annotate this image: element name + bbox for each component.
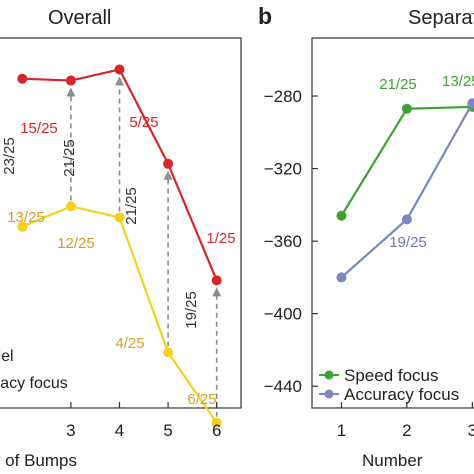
panel-b-title: Separate: [408, 7, 474, 29]
x-tick-label: 2: [402, 421, 411, 440]
data-point: [114, 64, 125, 75]
data-point: [17, 73, 28, 84]
annotation-green-2: 21/25: [379, 76, 417, 93]
panel-b-x-ticks: 1 2 3: [337, 402, 474, 440]
panel-a-x-label: Number of Bumps: [0, 451, 77, 470]
annotation-red-6: 1/25: [206, 230, 235, 247]
data-point: [211, 275, 222, 286]
annotation-yellow-6: 6/25: [187, 391, 216, 408]
legend-a-model: Model: [0, 348, 14, 365]
data-point: [336, 210, 347, 221]
panel-b-x-label: Number: [362, 451, 423, 470]
legend-b-speed-label: Speed focus: [344, 366, 439, 385]
x-tick-label: 5: [163, 421, 172, 440]
x-tick-label: 4: [115, 421, 124, 440]
x-tick-label: 3: [66, 421, 75, 440]
x-tick-label: 3: [468, 421, 474, 440]
legend-b-accuracy-label: Accuracy focus: [344, 385, 459, 404]
annotation-yellow-3: 13/25: [7, 209, 45, 226]
annotation-yellow-5: 4/25: [115, 335, 144, 352]
y-tick-label: −320: [264, 160, 302, 179]
panel-b-lines: [336, 98, 474, 283]
improvement-arrow-head: [212, 287, 222, 297]
legend-b-accuracy-marker: [324, 389, 334, 399]
data-point: [336, 272, 347, 283]
improvement-arrow-head: [163, 170, 173, 180]
y-tick-label: −360: [264, 232, 302, 251]
data-point: [65, 201, 76, 212]
data-point: [401, 214, 412, 225]
panel-b-frame: [311, 37, 474, 409]
panel-a-title: Overall: [48, 7, 111, 29]
improvement-arrow-head: [66, 87, 76, 97]
data-point: [65, 75, 76, 86]
data-point: [211, 417, 222, 428]
series-line-speed: [340, 105, 473, 217]
x-tick-label: 1: [337, 421, 346, 440]
arrow-label-4: 21/25: [61, 139, 78, 177]
panel-a-arrows: [66, 76, 222, 417]
data-point: [163, 347, 174, 358]
data-point: [163, 158, 174, 169]
annotation-red-4: 15/25: [20, 120, 58, 137]
panel-a: Overall 3 4 5 6 15/25 5/25 1/25 13/25 12/25…: [0, 7, 242, 470]
annotation-yellow-4: 12/25: [57, 235, 95, 252]
panel-b: b Separate −280 −320 −360 −400 −440 1 2 3 21/2…: [258, 3, 474, 470]
arrow-label-5: 21/25: [123, 187, 140, 225]
x-tick-label: 6: [212, 421, 221, 440]
panel-b-y-ticks: −280 −320 −360 −400 −440: [264, 87, 318, 396]
annotation-red-5: 5/25: [129, 114, 158, 131]
panel-a-lines: [17, 64, 222, 428]
improvement-arrow-head: [115, 76, 124, 86]
data-point: [17, 221, 28, 232]
arrow-label-6: 19/25: [183, 291, 200, 329]
legend-b-speed-marker: [324, 370, 334, 380]
legend-a-combined: Speed focus + Accuracy focus: [0, 375, 68, 392]
annotation-green-3: 13/25: [442, 73, 474, 90]
data-point: [114, 212, 125, 223]
series-line-accuracy: [340, 102, 474, 279]
panel-b-letter: b: [258, 3, 272, 29]
y-tick-label: −280: [264, 87, 302, 106]
arrow-label-3: 23/25: [1, 137, 18, 175]
data-point: [467, 98, 474, 109]
data-point: [401, 103, 412, 114]
panel-a-x-ticks: 3 4 5 6: [66, 402, 221, 440]
y-tick-label: −440: [264, 377, 302, 396]
annotation-blue-2: 19/25: [389, 234, 427, 251]
y-tick-label: −400: [264, 305, 302, 324]
